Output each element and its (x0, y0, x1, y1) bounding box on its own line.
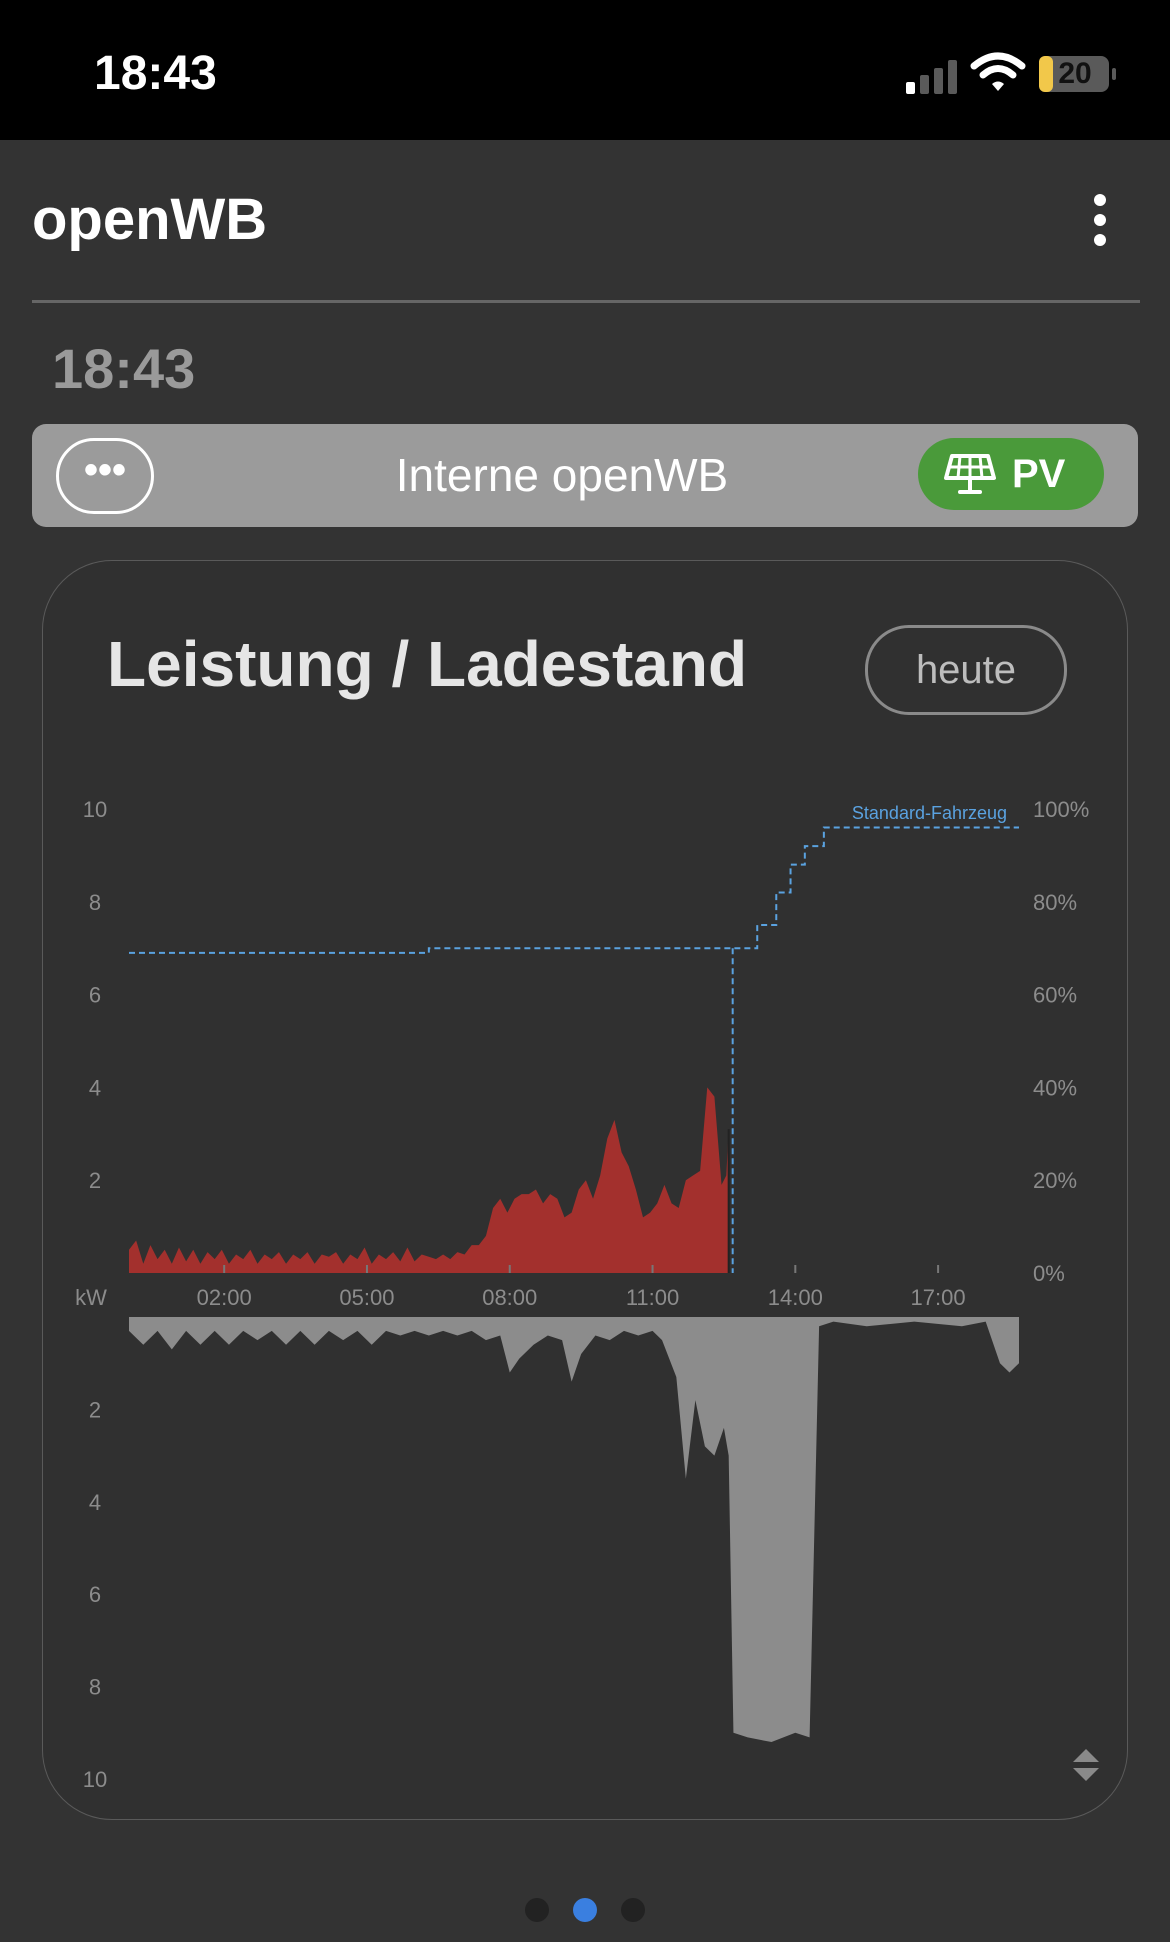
x-tick-label: 02:00 (197, 1285, 252, 1310)
chargepoint-bar: ••• Interne openWB PV (32, 424, 1138, 527)
page-dot[interactable] (621, 1898, 645, 1922)
card-title: Leistung / Ladestand (107, 628, 748, 700)
current-time: 18:43 (52, 337, 196, 400)
charge-mode-label: PV (1012, 452, 1066, 496)
cellular-signal-icon (906, 60, 957, 94)
y-right-tick-label: 20% (1033, 1168, 1077, 1193)
soc-series-label: Standard-Fahrzeug (852, 803, 1007, 823)
charge-power-area-group (129, 1087, 730, 1273)
y-right-tick-label: 80% (1033, 890, 1077, 915)
y-right-tick-label: 0% (1033, 1261, 1065, 1286)
y-left-tick-label: 8 (89, 890, 101, 915)
status-bar: 18:43 20 (0, 0, 1170, 140)
y-left-tick-label: 2 (89, 1168, 101, 1193)
charge-power-area (129, 1087, 729, 1273)
soc-line-group (129, 826, 1019, 1273)
menu-dot-icon (1094, 234, 1106, 246)
chargepoint-options-button[interactable]: ••• (56, 438, 154, 514)
y-left-tick-label: 4 (89, 1490, 101, 1515)
x-tick-label: 17:00 (911, 1285, 966, 1310)
y-left-tick-label: 4 (89, 1075, 101, 1100)
status-time: 18:43 (94, 47, 217, 100)
chart-axes-group: 10 8 6 4 2 2 4 6 8 10 100% 80% 60% 40% 20% 0% 02:00 05:00… (75, 797, 1089, 1792)
page-dot[interactable] (573, 1898, 597, 1922)
x-unit-label: kW (75, 1285, 107, 1310)
y-right-tick-label: 40% (1033, 1075, 1077, 1100)
x-tick-label: 11:00 (626, 1285, 679, 1310)
period-select-button[interactable]: heute (865, 625, 1067, 715)
y-left-tick-label: 6 (89, 1582, 101, 1607)
battery-level: 20 (1058, 57, 1092, 90)
x-tick-label: 08:00 (482, 1285, 537, 1310)
wifi-icon (970, 52, 1026, 91)
battery-icon (1039, 56, 1116, 92)
y-left-tick-label: 6 (89, 983, 101, 1008)
x-tick-label: 14:00 (768, 1285, 823, 1310)
y-left-tick-label: 10 (83, 797, 107, 822)
x-tick-label: 05:00 (339, 1285, 394, 1310)
app-header: openWB (32, 150, 1140, 303)
power-soc-card: Leistung / Ladestand heute 10 8 6 4 2 2 4 6 8 10 1… (42, 560, 1128, 1820)
page-dot[interactable] (525, 1898, 549, 1922)
solar-panel-icon (944, 454, 996, 494)
y-left-tick-label: 2 (89, 1397, 101, 1422)
grid-import-area (129, 1317, 1019, 1743)
soc-line (129, 826, 1019, 954)
grid-import-area-group (129, 1317, 1019, 1743)
app-title: openWB (32, 187, 268, 252)
charge-mode-button[interactable]: PV (918, 438, 1104, 510)
menu-dot-icon (1094, 214, 1106, 226)
page-indicator (0, 1898, 1170, 1928)
y-right-tick-label: 60% (1033, 983, 1077, 1008)
chargepoint-name[interactable]: Interne openWB (395, 449, 729, 501)
y-left-tick-label: 8 (89, 1675, 101, 1700)
y-left-tick-label: 10 (83, 1767, 107, 1792)
menu-dot-icon (1094, 194, 1106, 206)
more-vert-menu-button[interactable] (1080, 194, 1120, 250)
resize-handle-icon[interactable] (1069, 1747, 1103, 1783)
y-right-tick-label: 100% (1033, 797, 1089, 822)
power-chart: 10 8 6 4 2 2 4 6 8 10 100% 80% 60% 40% 20% 0% 02:00 05:00… (75, 797, 1089, 1792)
